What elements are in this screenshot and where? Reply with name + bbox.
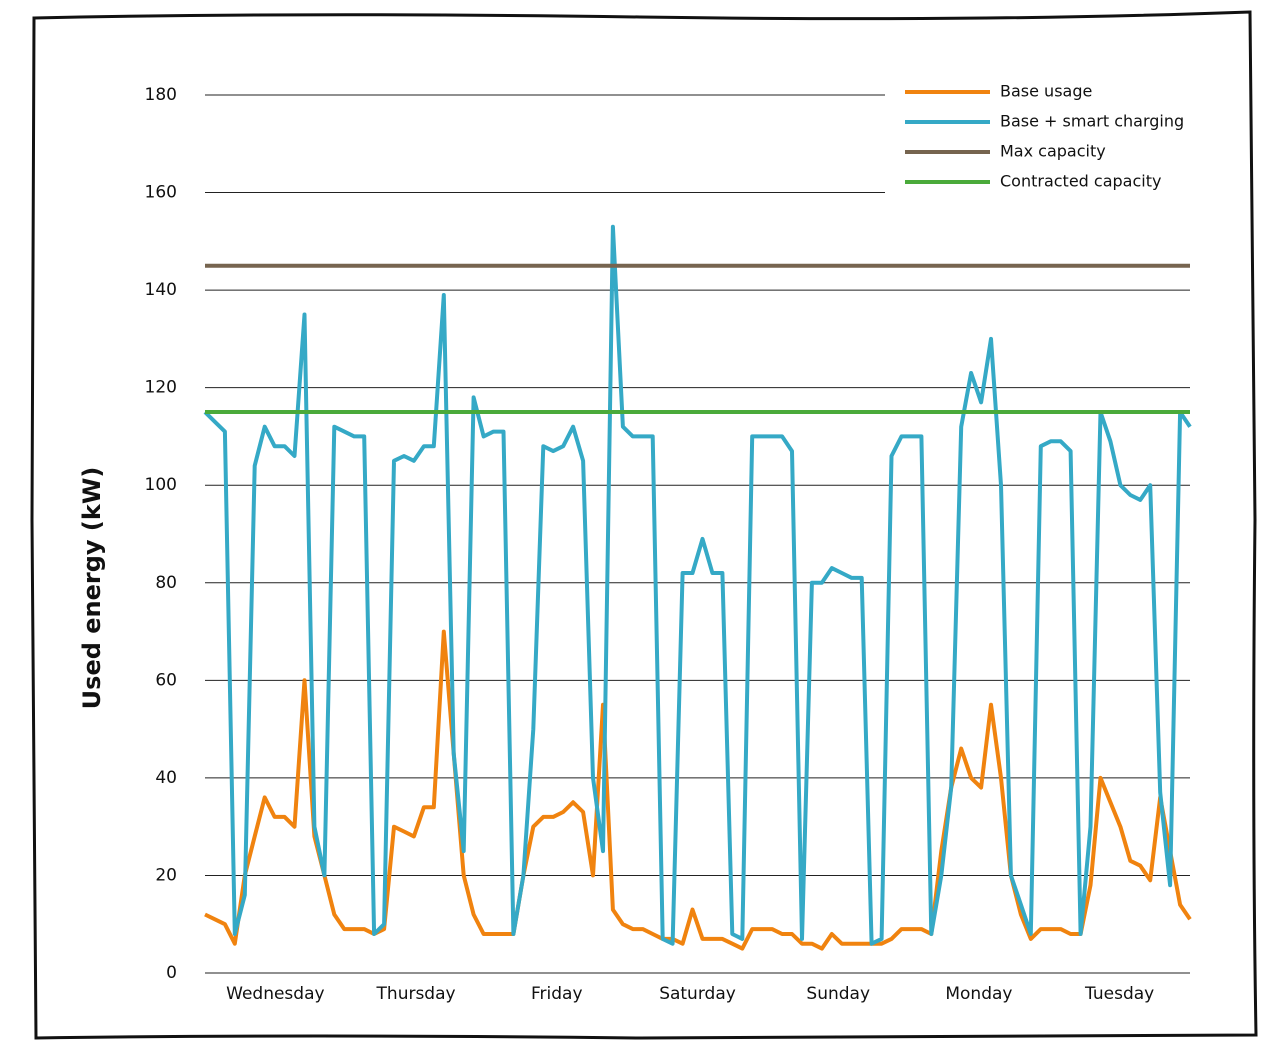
legend: Base usage Base + smart charging Max capac… <box>885 72 1205 197</box>
x-tick-label: Thursday <box>376 984 456 1004</box>
legend-label: Base + smart charging <box>1000 112 1184 131</box>
y-tick-label: 180 <box>145 85 177 105</box>
x-tick-label: Sunday <box>806 984 870 1004</box>
y-tick-label: 20 <box>155 865 177 885</box>
y-tick-label: 160 <box>145 183 177 203</box>
y-tick-label: 0 <box>166 963 177 983</box>
grid: 0 20 40 60 80 100 120 140 160 180 Wednesday Thursda… <box>145 85 1190 1004</box>
legend-label: Base usage <box>1000 82 1092 101</box>
y-tick-label: 60 <box>155 670 177 690</box>
y-axis-label: Used energy (kW) <box>78 467 106 710</box>
x-tick-label: Wednesday <box>226 984 324 1004</box>
plot <box>203 224 1192 951</box>
y-tick-label: 140 <box>145 280 177 300</box>
series-line <box>203 224 1192 946</box>
series-line <box>204 629 1192 951</box>
y-tick-label: 100 <box>145 475 177 495</box>
legend-label: Max capacity <box>1000 142 1106 161</box>
legend-label: Contracted capacity <box>1000 172 1161 191</box>
x-tick-label: Saturday <box>659 984 736 1004</box>
frame <box>30 10 1258 1040</box>
x-tick-label: Tuesday <box>1084 984 1154 1004</box>
y-tick-label: 40 <box>155 768 177 788</box>
x-tick-label: Friday <box>531 984 583 1004</box>
y-tick-label: 120 <box>145 378 177 398</box>
y-tick-label: 80 <box>155 573 177 593</box>
x-tick-label: Monday <box>945 984 1012 1004</box>
